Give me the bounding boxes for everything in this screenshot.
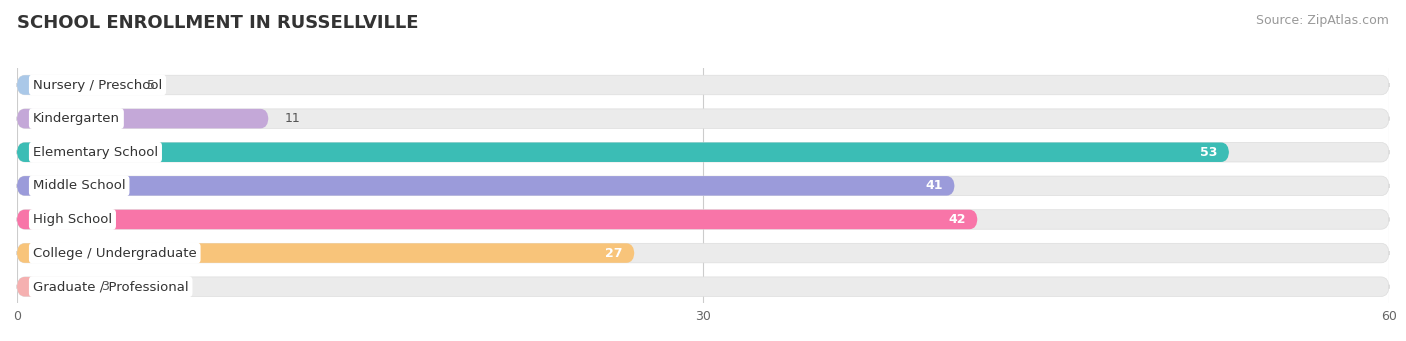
FancyBboxPatch shape: [17, 210, 1389, 229]
FancyBboxPatch shape: [17, 143, 1389, 162]
Text: 3: 3: [101, 280, 110, 293]
FancyBboxPatch shape: [17, 243, 634, 263]
Text: 27: 27: [606, 247, 623, 260]
Text: 53: 53: [1201, 146, 1218, 159]
FancyBboxPatch shape: [17, 210, 977, 229]
Text: Graduate / Professional: Graduate / Professional: [32, 280, 188, 293]
FancyBboxPatch shape: [17, 176, 955, 196]
Text: 11: 11: [284, 112, 301, 125]
FancyBboxPatch shape: [17, 109, 1389, 128]
Text: SCHOOL ENROLLMENT IN RUSSELLVILLE: SCHOOL ENROLLMENT IN RUSSELLVILLE: [17, 14, 419, 32]
FancyBboxPatch shape: [17, 75, 131, 95]
Text: 42: 42: [949, 213, 966, 226]
FancyBboxPatch shape: [17, 176, 1389, 196]
FancyBboxPatch shape: [17, 143, 1229, 162]
Text: Nursery / Preschool: Nursery / Preschool: [32, 78, 162, 91]
Text: College / Undergraduate: College / Undergraduate: [32, 247, 197, 260]
Text: Elementary School: Elementary School: [32, 146, 157, 159]
Text: Middle School: Middle School: [32, 179, 125, 192]
FancyBboxPatch shape: [17, 75, 1389, 95]
FancyBboxPatch shape: [17, 109, 269, 128]
Text: Kindergarten: Kindergarten: [32, 112, 120, 125]
FancyBboxPatch shape: [17, 277, 1389, 296]
FancyBboxPatch shape: [17, 243, 1389, 263]
Text: 41: 41: [925, 179, 943, 192]
FancyBboxPatch shape: [17, 277, 86, 296]
Text: 5: 5: [148, 78, 155, 91]
Text: Source: ZipAtlas.com: Source: ZipAtlas.com: [1256, 14, 1389, 27]
Text: High School: High School: [32, 213, 112, 226]
